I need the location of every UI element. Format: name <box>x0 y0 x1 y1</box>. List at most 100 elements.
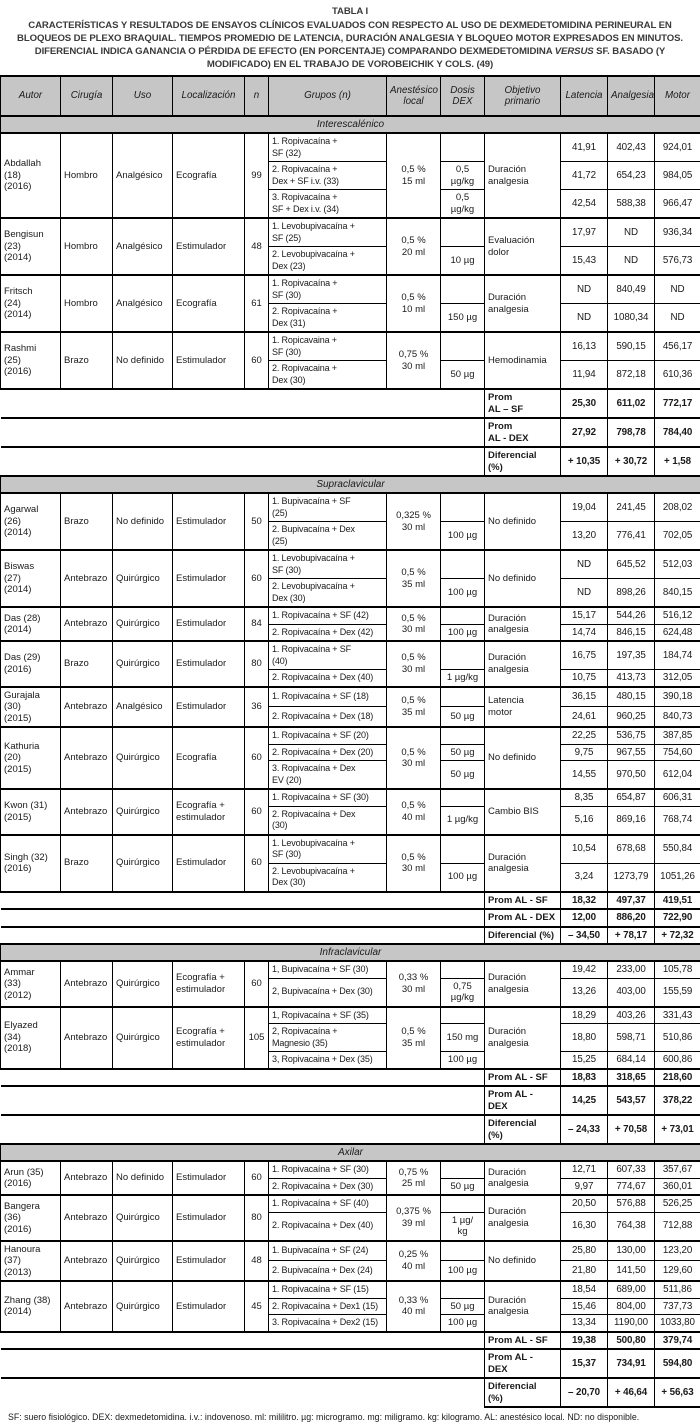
cell-latencia: 5,16 <box>561 806 608 835</box>
cell-latencia: 19,04 <box>561 493 608 522</box>
cell-objetivo-primario: No definido <box>485 1241 561 1282</box>
summary-latencia: 27,92 <box>561 418 608 447</box>
cell-analgesia: 241,45 <box>608 493 655 522</box>
column-header: Anestésico local <box>387 76 441 116</box>
cell-analgesia: 970,50 <box>608 761 655 790</box>
cell-latencia: 13,26 <box>561 978 608 1007</box>
summary-analgesia: 500,80 <box>608 1332 655 1350</box>
cell-latencia: 17,97 <box>561 218 608 247</box>
cell-motor: 840,73 <box>655 707 700 727</box>
summary-analgesia: 798,78 <box>608 418 655 447</box>
cell-motor: 936,34 <box>655 218 700 247</box>
cell-objetivo-primario: Duración analgesia <box>485 641 561 687</box>
summary-blank-space <box>1 1349 485 1378</box>
cell-objetivo-primario: Evaluación dolor <box>485 218 561 275</box>
cell-analgesia: 402,43 <box>608 133 655 162</box>
cell-dosis-dex <box>441 1007 485 1024</box>
cell-analgesia: 872,18 <box>608 361 655 390</box>
cell-autor: Ammar (33) (2012) <box>1 961 61 1007</box>
cell-autor: Kathuria (20) (2015) <box>1 727 61 789</box>
cell-latencia: 15,43 <box>561 247 608 276</box>
cell-grupo: 1. Ropivacaína + SF (32) <box>269 133 387 162</box>
summary-analgesia: 611,02 <box>608 389 655 418</box>
cell-dosis-dex <box>441 1281 485 1298</box>
cell-motor: 754,60 <box>655 744 700 761</box>
summary-motor: + 72,32 <box>655 927 700 945</box>
column-header: Cirugía <box>61 76 113 116</box>
cell-objetivo-primario: No definido <box>485 493 561 550</box>
cell-motor: 1051,26 <box>655 863 700 892</box>
cell-n: 60 <box>245 332 269 389</box>
cell-dosis-dex <box>441 493 485 522</box>
summary-blank-space <box>1 1069 485 1087</box>
cell-grupo: 2. Ropivacaína + Dex (30) <box>269 806 387 835</box>
cell-analgesia: 413,73 <box>608 670 655 687</box>
cell-uso: No definido <box>113 493 173 550</box>
cell-grupo: 2. Bupivacaína + Dex (24) <box>269 1261 387 1281</box>
summary-label: Prom AL - SF <box>485 1069 561 1087</box>
cell-motor: 840,15 <box>655 579 700 608</box>
cell-latencia: 9,75 <box>561 744 608 761</box>
cell-motor: 516,12 <box>655 607 700 624</box>
cell-uso: Analgésico <box>113 275 173 332</box>
cell-uso: Quirúrgico <box>113 607 173 641</box>
cell-n: 60 <box>245 1161 269 1195</box>
cell-localizacion: Ecografía + estimulador <box>173 961 245 1007</box>
cell-latencia: 16,30 <box>561 1212 608 1241</box>
cell-analgesia: 1190,00 <box>608 1315 655 1332</box>
column-header: Grupos (n) <box>269 76 387 116</box>
cell-grupo: 1. Ropivacaína + SF (30) <box>269 275 387 304</box>
cell-analgesia: 689,00 <box>608 1281 655 1298</box>
cell-latencia: 18,80 <box>561 1024 608 1052</box>
summary-analgesia: 318,65 <box>608 1069 655 1087</box>
cell-uso: Quirúrgico <box>113 1007 173 1069</box>
cell-uso: Quirúrgico <box>113 1281 173 1332</box>
cell-anestesico-local: 0,25 % 40 ml <box>387 1241 441 1282</box>
cell-grupo: 1. Ropivacaína + SF (30) <box>269 1161 387 1178</box>
cell-autor: Das (29) (2016) <box>1 641 61 687</box>
cell-grupo: 1. Levobupivacaína + SF (30) <box>269 550 387 579</box>
cell-n: 50 <box>245 493 269 550</box>
cell-n: 61 <box>245 275 269 332</box>
summary-latencia: – 24,33 <box>561 1115 608 1144</box>
cell-latencia: ND <box>561 579 608 608</box>
cell-dosis-dex <box>441 218 485 247</box>
cell-n: 60 <box>245 550 269 607</box>
section-title: Infraclavicular <box>1 944 700 961</box>
cell-analgesia: ND <box>608 218 655 247</box>
cell-dosis-dex: 10 µg <box>441 247 485 276</box>
cell-latencia: ND <box>561 304 608 333</box>
cell-n: 84 <box>245 607 269 641</box>
cell-anestesico-local: 0,5 % 35 ml <box>387 550 441 607</box>
summary-label: Prom AL - DEX <box>485 909 561 927</box>
cell-n: 99 <box>245 133 269 218</box>
table-title-block: TABLA I CARACTERÍSTICAS Y RESULTADOS DE … <box>0 0 700 75</box>
cell-uso: Quirúrgico <box>113 835 173 892</box>
cell-anestesico-local: 0,5 % 30 ml <box>387 641 441 687</box>
cell-n: 60 <box>245 961 269 1007</box>
cell-analgesia: 654,23 <box>608 162 655 190</box>
cell-uso: Quirúrgico <box>113 550 173 607</box>
column-header: Dosis DEX <box>441 76 485 116</box>
cell-analgesia: 898,26 <box>608 579 655 608</box>
summary-motor: 419,51 <box>655 892 700 910</box>
cell-objetivo-primario: Latencia motor <box>485 687 561 728</box>
section-bar-row: Axilar <box>1 1144 700 1161</box>
cell-latencia: 15,46 <box>561 1298 608 1315</box>
cell-analgesia: 233,00 <box>608 961 655 978</box>
summary-analgesia: 497,37 <box>608 892 655 910</box>
cell-latencia: 41,72 <box>561 162 608 190</box>
cell-n: 60 <box>245 727 269 789</box>
summary-latencia: 25,30 <box>561 389 608 418</box>
cell-dosis-dex <box>441 332 485 361</box>
cell-latencia: 8,35 <box>561 789 608 806</box>
section-title: Interescalénico <box>1 116 700 133</box>
cell-localizacion: Ecografía <box>173 727 245 789</box>
cell-grupo: 1. Ropivacaína + SF (20) <box>269 727 387 744</box>
summary-label: Diferencial (%) <box>485 927 561 945</box>
cell-grupo: 3. Ropivacaína + SF + Dex i.v. (34) <box>269 190 387 219</box>
summary-label: Prom AL - DEX <box>485 1349 561 1378</box>
cell-dosis-dex <box>441 687 485 707</box>
